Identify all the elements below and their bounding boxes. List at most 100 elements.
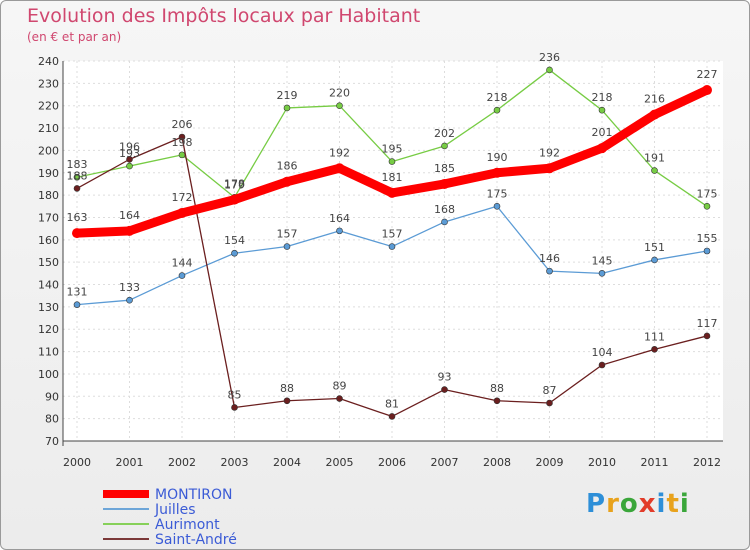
data-label: 154 bbox=[224, 234, 245, 247]
x-tick-label: 2006 bbox=[378, 456, 406, 469]
y-tick-label: 200 bbox=[38, 144, 59, 157]
data-label: 164 bbox=[119, 209, 140, 222]
data-point bbox=[597, 143, 607, 154]
data-point bbox=[649, 109, 660, 120]
data-point bbox=[703, 247, 711, 255]
data-label: 218 bbox=[487, 91, 508, 104]
legend-label: Aurimont bbox=[155, 517, 220, 533]
y-tick-label: 80 bbox=[45, 413, 59, 426]
y-tick-label: 90 bbox=[45, 390, 59, 403]
data-label: 185 bbox=[434, 162, 455, 175]
data-point bbox=[493, 202, 501, 210]
data-label: 87 bbox=[543, 384, 557, 397]
data-point bbox=[73, 301, 81, 308]
legend-label: Juilles bbox=[154, 502, 196, 518]
data-label: 168 bbox=[434, 203, 455, 216]
data-point bbox=[546, 267, 553, 275]
y-tick-label: 210 bbox=[38, 122, 59, 135]
data-label: 181 bbox=[382, 171, 403, 184]
data-point bbox=[441, 142, 448, 150]
y-tick-label: 240 bbox=[38, 55, 59, 68]
legend-label: Saint-André bbox=[155, 532, 237, 548]
x-tick-label: 2011 bbox=[641, 456, 669, 469]
data-point bbox=[178, 151, 186, 159]
x-tick-label: 2005 bbox=[326, 456, 354, 469]
grid bbox=[63, 60, 723, 442]
data-label: 206 bbox=[172, 118, 193, 131]
x-tick-label: 2010 bbox=[588, 456, 616, 469]
data-point bbox=[334, 163, 345, 174]
data-point bbox=[493, 106, 501, 114]
data-label: 216 bbox=[644, 93, 665, 106]
chart-title: Evolution des Impôts locaux par Habitant bbox=[27, 5, 421, 27]
data-label: 195 bbox=[382, 143, 403, 156]
data-label: 218 bbox=[592, 91, 613, 104]
data-point bbox=[544, 163, 555, 174]
x-tick-label: 2000 bbox=[63, 456, 91, 469]
data-point bbox=[126, 296, 133, 304]
x-tick-label: 2008 bbox=[483, 456, 511, 469]
data-point bbox=[598, 106, 606, 114]
data-label: 81 bbox=[385, 397, 399, 410]
data-label: 220 bbox=[329, 87, 350, 100]
data-label: 144 bbox=[172, 257, 193, 270]
proxiti-logo: Proxiti bbox=[586, 489, 690, 519]
data-label: 196 bbox=[119, 140, 140, 153]
y-tick-label: 130 bbox=[38, 301, 59, 314]
data-label: 117 bbox=[697, 317, 718, 330]
y-tick-label: 150 bbox=[38, 256, 59, 269]
data-label: 236 bbox=[539, 51, 560, 64]
axes: 7080901001101201301401501601701801902002… bbox=[38, 55, 723, 469]
data-point bbox=[283, 104, 291, 112]
data-point bbox=[703, 332, 711, 340]
data-label: 133 bbox=[119, 281, 140, 294]
data-point bbox=[124, 225, 135, 236]
data-point bbox=[126, 156, 133, 163]
x-tick-label: 2003 bbox=[221, 456, 249, 469]
x-tick-label: 2001 bbox=[116, 456, 144, 469]
data-label: 85 bbox=[228, 388, 242, 401]
data-label: 172 bbox=[172, 191, 193, 204]
data-label: 93 bbox=[438, 371, 452, 384]
data-point bbox=[546, 399, 553, 407]
data-label: 219 bbox=[277, 89, 298, 102]
x-tick-label: 2007 bbox=[431, 456, 459, 469]
data-label: 89 bbox=[333, 380, 347, 393]
data-label: 88 bbox=[280, 382, 294, 395]
data-point bbox=[702, 85, 712, 96]
data-label: 104 bbox=[592, 346, 613, 359]
data-point bbox=[126, 162, 133, 170]
data-point bbox=[493, 397, 501, 405]
series-group bbox=[72, 66, 712, 420]
data-label: 191 bbox=[644, 152, 665, 165]
data-point bbox=[72, 228, 82, 239]
data-label: 157 bbox=[277, 228, 298, 241]
data-point bbox=[387, 187, 397, 198]
data-point bbox=[441, 218, 448, 226]
data-label: 164 bbox=[329, 212, 350, 225]
y-tick-label: 180 bbox=[38, 189, 59, 202]
y-tick-label: 100 bbox=[38, 368, 59, 381]
data-label: 193 bbox=[119, 147, 140, 160]
data-label: 155 bbox=[697, 232, 718, 245]
y-tick-label: 230 bbox=[38, 77, 59, 90]
y-tick-label: 70 bbox=[45, 435, 59, 448]
data-label: 157 bbox=[382, 228, 403, 241]
data-point bbox=[439, 178, 450, 189]
data-point bbox=[598, 361, 606, 369]
y-tick-label: 190 bbox=[38, 167, 59, 180]
data-point bbox=[73, 185, 81, 192]
y-tick-label: 110 bbox=[38, 346, 59, 359]
data-point bbox=[178, 272, 186, 279]
data-point bbox=[651, 256, 658, 264]
x-tick-label: 2004 bbox=[273, 456, 301, 469]
data-label: 179 bbox=[224, 178, 245, 191]
y-tick-label: 160 bbox=[38, 234, 59, 247]
data-label: 202 bbox=[434, 127, 455, 140]
data-point bbox=[231, 404, 238, 411]
data-point bbox=[177, 208, 187, 218]
y-tick-label: 120 bbox=[38, 323, 59, 336]
